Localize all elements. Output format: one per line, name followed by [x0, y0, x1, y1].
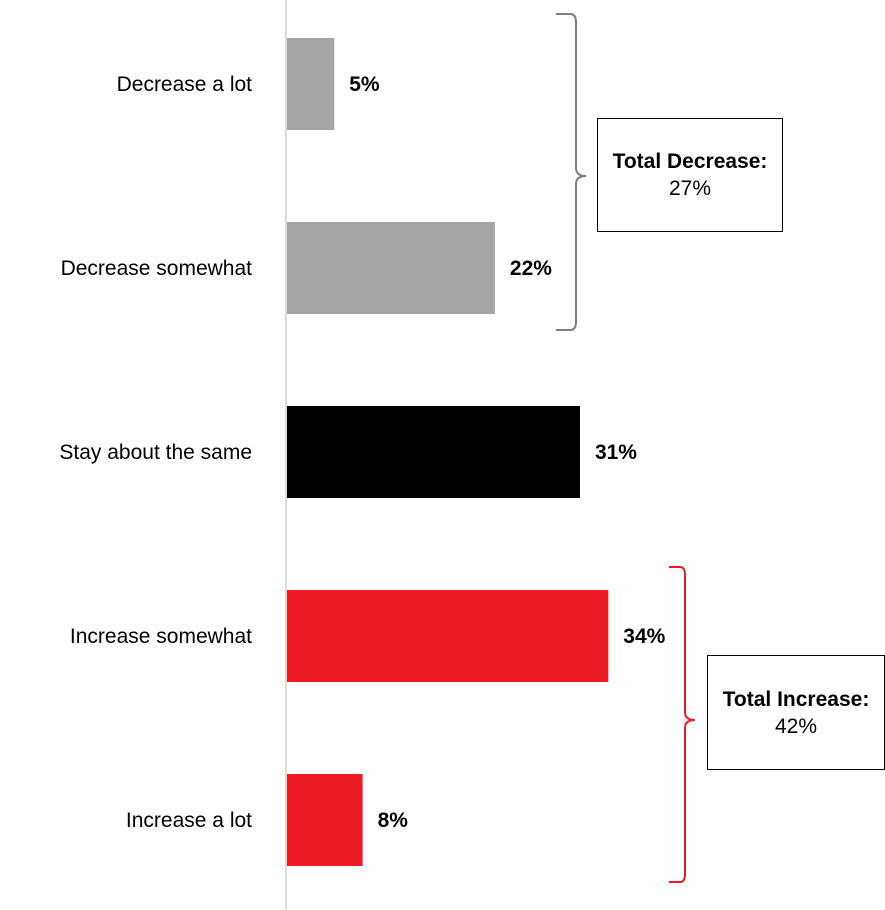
total-increase-box: Total Increase: 42%: [707, 655, 885, 770]
total-decrease-title: Total Decrease:: [612, 150, 768, 173]
category-label-stay-about-the-same: Stay about the same: [59, 441, 252, 464]
decrease-bracket: [556, 13, 587, 331]
value-label-decrease-a-lot: 5%: [349, 73, 380, 96]
increase-bracket: [669, 566, 696, 883]
bar-increase-a-lot: [287, 774, 363, 866]
category-label-decrease-a-lot: Decrease a lot: [117, 73, 253, 96]
category-label-increase-somewhat: Increase somewhat: [70, 625, 252, 648]
bar-decrease-somewhat: [287, 222, 495, 314]
category-label-increase-a-lot: Increase a lot: [126, 809, 252, 832]
value-label-decrease-somewhat: 22%: [510, 257, 552, 280]
value-label-increase-a-lot: 8%: [378, 809, 409, 832]
bar-stay-about-the-same: [287, 406, 580, 498]
total-increase-title: Total Increase:: [722, 687, 870, 711]
value-label-increase-somewhat: 34%: [623, 625, 665, 648]
bars-layer: Decrease a lot 5% Decrease somewhat 22% Stay…: [59, 38, 666, 866]
value-label-stay-about-the-same: 31%: [595, 441, 637, 464]
total-decrease-box: Total Decrease: 27%: [597, 118, 783, 232]
bar-increase-somewhat: [287, 590, 609, 682]
category-label-decrease-somewhat: Decrease somewhat: [61, 257, 253, 280]
bar-decrease-a-lot: [287, 38, 335, 130]
total-decrease-value: 27%: [668, 177, 712, 200]
total-increase-value: 42%: [774, 714, 818, 738]
